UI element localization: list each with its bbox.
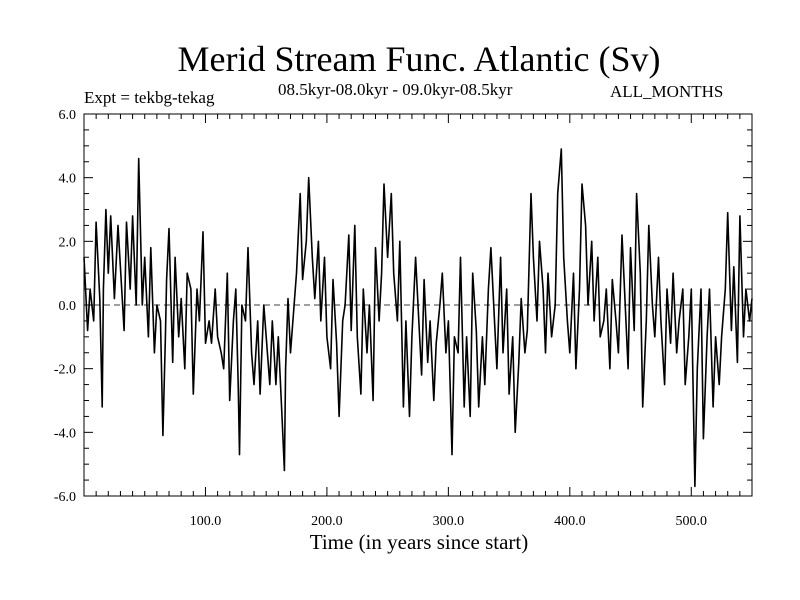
- x-axis-label: Time (in years since start): [309, 530, 529, 554]
- y-tick-label: -6.0: [54, 490, 76, 505]
- chart-title: Merid Stream Func. Atlantic (Sv): [177, 39, 661, 79]
- y-tick-label: -4.0: [54, 426, 76, 441]
- experiment-label: Expt = tekbg-tekag: [84, 88, 215, 107]
- y-tick-label: 2.0: [59, 235, 77, 250]
- data-series-line: [83, 148, 753, 488]
- x-axis-ticks: 100.0 200.0 300.0 400.0 500.0: [95, 114, 741, 529]
- chart-subtitle: 08.5kyr-08.0kyr - 09.0kyr-08.5kyr: [278, 80, 513, 99]
- x-tick-label: 300.0: [433, 514, 465, 529]
- y-tick-label: 4.0: [59, 172, 77, 187]
- y-tick-label: -2.0: [54, 363, 76, 378]
- y-tick-label: 0.0: [59, 299, 77, 314]
- x-tick-label: 400.0: [554, 514, 586, 529]
- x-tick-label: 100.0: [190, 514, 222, 529]
- y-tick-label: 6.0: [59, 108, 77, 123]
- x-tick-label: 200.0: [311, 514, 343, 529]
- months-label: ALL_MONTHS: [610, 82, 724, 101]
- x-tick-label: 500.0: [676, 514, 708, 529]
